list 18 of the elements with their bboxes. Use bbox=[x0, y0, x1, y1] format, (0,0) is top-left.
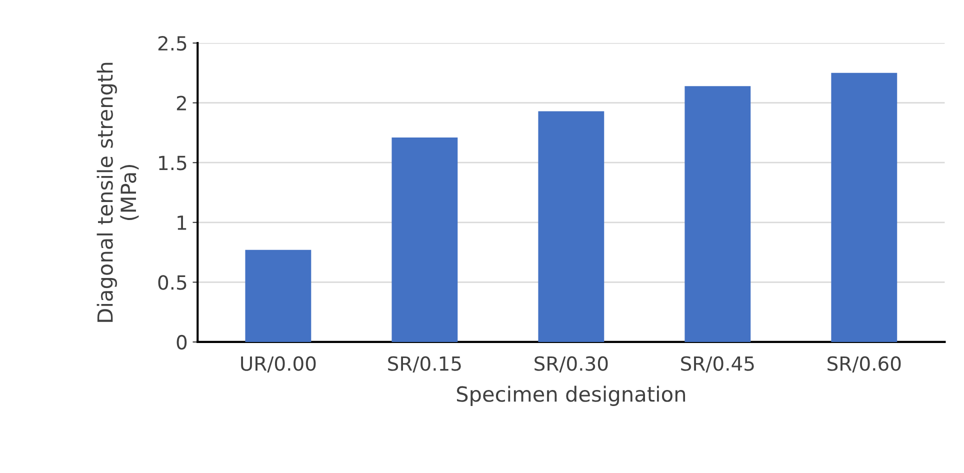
bar bbox=[245, 250, 312, 342]
y-axis-title: Diagonal tensile strength (MPa) bbox=[96, 62, 139, 322]
bar bbox=[831, 72, 898, 342]
bar bbox=[392, 138, 458, 342]
y-tick-label: 1 bbox=[178, 216, 186, 230]
x-tick-label: SR/0.45 bbox=[681, 356, 754, 372]
x-axis-title: Specimen designation bbox=[456, 386, 686, 406]
y-tick-label: 2.5 bbox=[158, 36, 186, 51]
x-tick-label: SR/0.60 bbox=[828, 356, 901, 372]
y-tick-label: 0.5 bbox=[158, 275, 186, 290]
bar bbox=[538, 111, 604, 342]
y-tick-label: 1.5 bbox=[159, 156, 186, 170]
bar bbox=[684, 86, 751, 342]
x-tick-label: SR/0.30 bbox=[534, 356, 608, 372]
y-tick-label: 0 bbox=[176, 334, 187, 350]
x-tick-label: SR/0.15 bbox=[388, 356, 461, 372]
y-tick-label: 2 bbox=[176, 96, 186, 110]
x-tick-label: UR/0.00 bbox=[241, 356, 316, 372]
